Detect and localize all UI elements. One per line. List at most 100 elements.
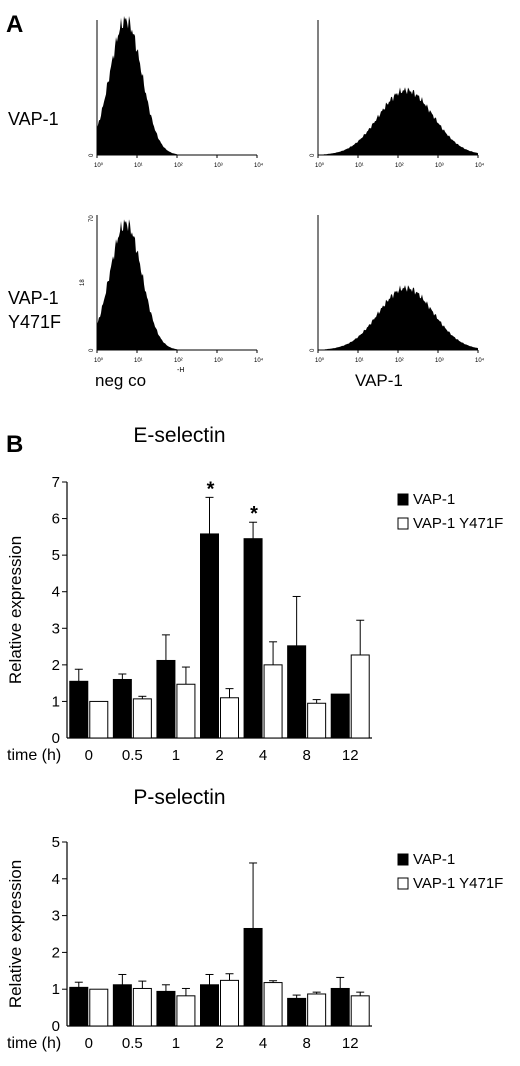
histogram-neg-co-vap-1 <box>97 16 257 155</box>
y-tick-label: 3 <box>52 620 60 637</box>
y-tick-label: 6 <box>52 511 60 528</box>
histogram-vap-1-vap-1 <box>318 87 478 155</box>
histogram-x-tick-label: 10⁰ <box>94 162 104 169</box>
histogram-y-zero-label: 0 <box>89 348 95 352</box>
bar-vap-1 <box>112 678 132 739</box>
bar-vap-1 <box>200 984 219 1027</box>
histogram-y-top-label: 70 <box>89 215 95 222</box>
x-tick-label: 2 <box>215 747 223 764</box>
chart-title: P-selectin <box>133 786 225 809</box>
histogram-vap-1-y471f <box>318 285 478 350</box>
bar-vap-1 <box>69 680 89 739</box>
histogram-x-tick-label: 10¹ <box>355 163 364 169</box>
y-tick-label: 4 <box>52 584 60 601</box>
bar-vap-1-y471f <box>350 654 370 739</box>
column-label-neg-co: neg co <box>95 371 146 390</box>
histogram-x-tick-label: 10¹ <box>355 358 364 364</box>
x-tick-label: 8 <box>302 747 310 764</box>
histogram-x-tick-label: 10¹ <box>134 358 143 364</box>
histogram-x-tick-label: 10³ <box>214 163 223 169</box>
y-tick-label: 1 <box>52 981 60 998</box>
x-tick-label: 4 <box>259 1035 267 1052</box>
bar-vap-1-y471f <box>263 664 283 739</box>
bar-vap-1-y471f <box>220 697 239 739</box>
x-tick-label: 0.5 <box>122 747 143 764</box>
x-tick-label: 1 <box>172 1035 180 1052</box>
bar-vap-1 <box>330 693 350 739</box>
bar-vap-1-y471f <box>132 987 152 1027</box>
x-tick-label: 2 <box>215 1035 223 1052</box>
legend-swatch <box>397 517 409 530</box>
p-selectin-chart: P-selectin Relative expression 0 1 2 3 4 5 0 0.5 1… <box>6 786 503 1052</box>
histogram-x-tick-label: 10⁰ <box>94 357 104 364</box>
bar-vap-1-y471f <box>176 995 196 1027</box>
bar-vap-1 <box>287 997 307 1027</box>
y-tick-label: 5 <box>52 834 60 851</box>
bar-vap-1-y471f <box>350 995 370 1027</box>
x-tick-label: 4 <box>259 747 267 764</box>
x-axis-label: time (h) <box>7 747 61 764</box>
row-label-2-line-2: Y471F <box>8 312 61 332</box>
legend-label: VAP-1 Y471F <box>413 515 503 532</box>
histogram-x-tick-label: 10³ <box>435 358 444 364</box>
histogram-y-mid-label: 18 <box>80 279 86 286</box>
x-tick-label: 0 <box>85 1035 93 1052</box>
bar-vap-1 <box>243 538 263 739</box>
bar-vap-1 <box>156 990 176 1027</box>
x-tick-label: 8 <box>302 1035 310 1052</box>
histogram-x-tick-label: 10⁴ <box>475 357 485 364</box>
significance-marker: * <box>250 503 258 525</box>
histogram-x-tick-label: 10² <box>174 358 183 364</box>
bar-vap-1-y471f <box>307 702 327 739</box>
histogram-x-tick-label: 10² <box>395 163 404 169</box>
significance-marker: * <box>207 478 215 500</box>
legend-swatch <box>397 853 409 866</box>
bar-vap-1 <box>200 533 219 739</box>
bar-vap-1-y471f <box>176 683 196 739</box>
panel-label-a: A <box>6 11 23 38</box>
legend-label: VAP-1 <box>413 491 455 508</box>
y-tick-label: 0 <box>52 730 60 747</box>
x-tick-label: 0.5 <box>122 1035 143 1052</box>
legend-label: VAP-1 Y471F <box>413 875 503 892</box>
bar-vap-1 <box>243 927 263 1027</box>
histogram-y-zero-label: 0 <box>310 348 316 352</box>
histogram-x-tick-label: 10⁰ <box>315 162 325 169</box>
legend-swatch <box>397 493 409 506</box>
y-tick-label: 7 <box>52 474 60 491</box>
y-axis-label: Relative expression <box>6 536 25 684</box>
histogram-neg-co-y471f <box>97 219 257 350</box>
y-tick-label: 5 <box>52 547 60 564</box>
bar-vap-1-y471f <box>89 700 109 739</box>
legend-label: VAP-1 <box>413 851 455 868</box>
histogram-x-tick-label: 10³ <box>435 163 444 169</box>
histogram-grid: 10⁰ 10¹ 10² 10³ 10⁴ 0 10⁰ 10¹ 10² 10³ 10⁴ 0 10⁰ 10¹ 10… <box>80 16 485 364</box>
column-label-vap-1: VAP-1 <box>355 371 403 390</box>
y-tick-label: 3 <box>52 908 60 925</box>
y-tick-label: 2 <box>52 657 60 674</box>
histogram-x-tick-label: 10² <box>395 358 404 364</box>
row-label-2-line-1: VAP-1 <box>8 288 59 308</box>
histogram-x-tick-label: 10² <box>174 163 183 169</box>
y-tick-label: 1 <box>52 693 60 710</box>
histogram-y-zero-label: 0 <box>310 153 316 157</box>
bar-vap-1 <box>287 645 307 739</box>
legend-swatch <box>397 877 409 890</box>
y-axis-label: Relative expression <box>6 860 25 1008</box>
x-tick-label: 12 <box>342 747 359 764</box>
bar-vap-1-y471f <box>263 982 283 1027</box>
bar-vap-1-y471f <box>132 698 152 739</box>
bar-vap-1 <box>69 986 89 1027</box>
histogram-x-tick-label: 10¹ <box>134 163 143 169</box>
x-axis-fragment: -H <box>177 367 184 374</box>
panel-label-b: B <box>6 431 23 458</box>
bar-vap-1 <box>156 659 176 739</box>
bar-vap-1-y471f <box>89 988 109 1027</box>
y-tick-label: 0 <box>52 1018 60 1035</box>
x-tick-label: 1 <box>172 747 180 764</box>
bar-vap-1 <box>330 987 350 1027</box>
histogram-y-zero-label: 0 <box>89 153 95 157</box>
row-label-1-line-1: VAP-1 <box>8 109 59 129</box>
y-tick-label: 4 <box>52 871 60 888</box>
